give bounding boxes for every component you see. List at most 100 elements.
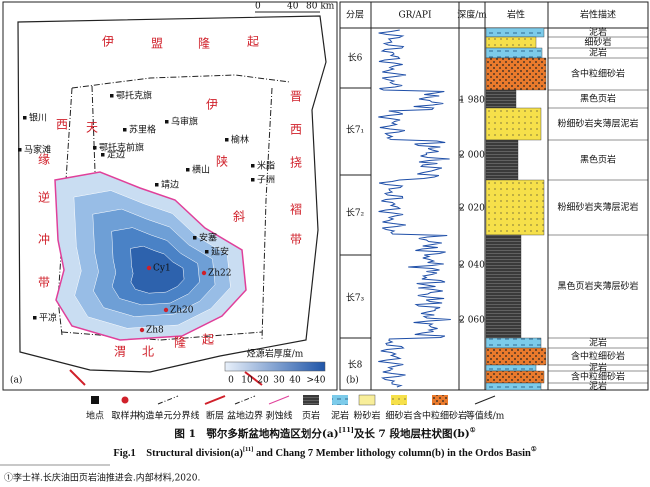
source-rock-thickness [54,171,247,341]
label: 泥岩 [589,337,607,349]
label: 深度/m [457,9,487,21]
label: 含中粒细砂岩 [571,68,625,80]
label: 渭 [114,345,126,359]
unit-boundary [261,87,273,341]
label: 米脂 [257,160,275,172]
label: 细砂岩 [584,36,611,48]
label: Zh22 [208,269,232,279]
label: 长7₁ [346,124,364,136]
legend-symbol [474,395,496,405]
lithology-bed [485,347,547,366]
panel-a [2,1,338,391]
label: 泥岩 [331,410,349,422]
place-marker [101,153,105,157]
label: 隆 [174,335,186,350]
place-marker [205,250,209,254]
legend-symbol [358,394,376,406]
place-marker [225,138,229,142]
label: 天 [86,121,98,135]
place-marker [123,128,127,132]
label: 榆林 [231,134,249,146]
label: 含中粒细砂岩 [413,410,467,422]
legend-symbol [391,395,407,405]
legend-symbol [121,396,129,404]
caption-en: Fig.1 Structural division(a)[11] and Cha… [113,445,537,459]
label: 0 [255,2,261,12]
label: 1 980 [459,96,485,106]
well-marker [139,327,145,333]
label: 构造单元分界线 [136,410,199,422]
label: 西 [290,123,302,137]
label: 地点 [86,410,104,422]
label: 褶 [290,202,302,217]
lithology-bed [485,47,543,59]
label: 乌审旗 [171,116,198,128]
label: 页岩 [302,410,320,422]
label: Zh20 [170,306,194,316]
gr-curve [378,29,451,388]
label: 等值线/m [466,410,505,422]
lithology-bed [485,382,542,391]
footnote: ①李士祥.长庆油田页岩油推进会.内部材料,2020. [4,472,200,484]
label: 泥岩 [589,26,607,38]
label: 带 [38,276,50,290]
label: 泥岩 [589,47,607,59]
lithology-bed [485,234,522,339]
label: 北 [142,345,154,359]
label: 2 000 [459,151,485,161]
label: Cy1 [153,264,171,274]
lithology-bed [485,139,519,181]
label: 岩性 [507,9,525,21]
place-marker [165,120,169,124]
label: 子洲 [257,175,275,186]
label: 长7₂ [346,207,365,219]
label: 0 [228,376,234,386]
label: 鄂托克旗 [116,90,152,102]
label: 缘 [38,153,50,167]
unit-boundary [61,331,263,341]
label: 断层 [206,410,224,422]
label: 2 060 [459,316,485,326]
label: 粉砂岩 [353,410,380,422]
label: 黑色页岩 [580,154,616,166]
label: 取样井 [111,410,138,422]
label: 长6 [348,52,363,64]
label: GR/API [398,11,432,21]
label: 伊 [102,35,114,49]
label: 银川 [29,112,47,124]
fault [69,369,86,386]
label: 平凉 [39,312,57,324]
label: 长8 [348,359,363,371]
label: 长7₃ [346,292,365,304]
legend-symbol [268,395,290,405]
label: 苏里格 [129,124,156,136]
legend-symbol [432,395,448,405]
lithology-bed [485,179,545,236]
well-marker [201,270,207,276]
label: 2 040 [459,261,485,271]
place-marker [33,316,37,320]
thickness-colorbar [224,361,326,372]
label: 定边 [107,149,125,161]
legend-symbol [157,395,179,405]
label: 逆 [38,190,50,205]
label: 细砂岩 [385,410,412,422]
caption-zh: 图 1 鄂尔多斯盆地构造区划分(a)[11]及长 7 段地层柱状图(b)① [174,426,475,440]
place-marker [93,146,97,150]
well-marker [146,265,152,271]
place-marker [23,116,27,120]
label: 伊 [206,98,218,112]
label: 粉细砂岩夹薄层泥岩 [557,118,638,130]
legend-symbol [303,395,319,405]
label: 10 [241,376,253,386]
label: 剥蚀线 [265,410,292,422]
place-marker [193,236,197,240]
legend-symbol [91,396,99,404]
lithology-bed [485,27,545,38]
label: 20 [257,376,269,386]
label: 陕 [216,154,228,169]
label: 黑色页岩 [580,93,616,105]
label: (a) [10,375,22,386]
legend-symbol [204,395,226,405]
